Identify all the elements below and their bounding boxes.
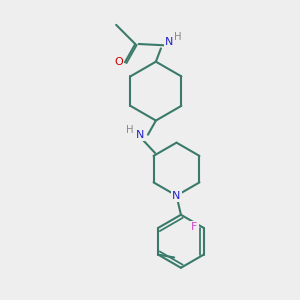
Text: H: H [174,32,181,42]
Text: O: O [114,57,123,67]
Text: N: N [165,37,173,47]
Text: F: F [191,222,198,232]
Text: H: H [126,125,133,135]
Text: N: N [136,130,145,140]
Text: N: N [172,190,181,201]
